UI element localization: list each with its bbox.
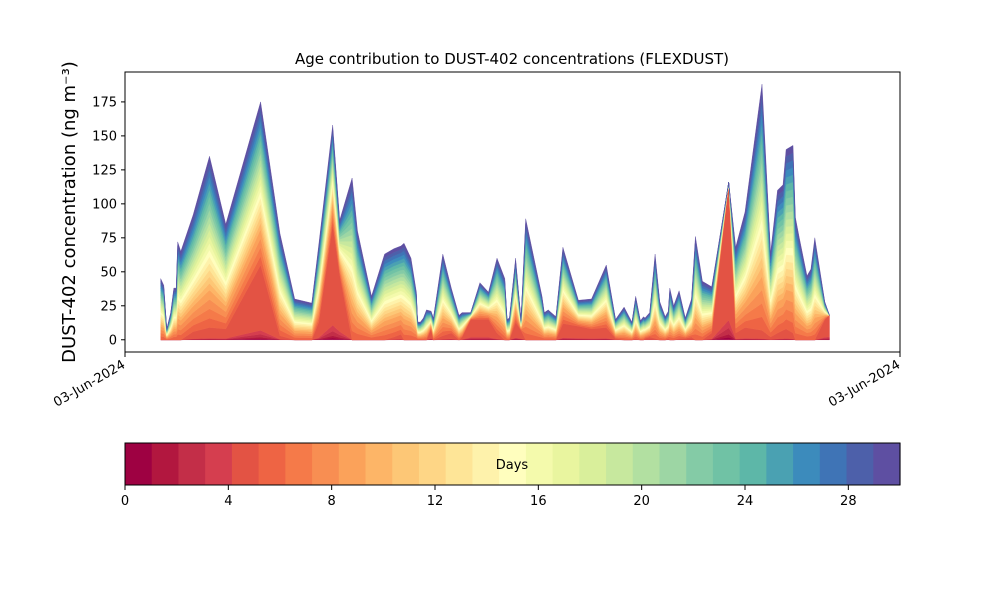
colorbar-frame	[124, 442, 901, 486]
colorbar-swatch	[846, 443, 874, 485]
colorbar-swatch	[686, 443, 714, 485]
colorbar-swatch	[125, 443, 153, 485]
plot-frame	[124, 71, 901, 353]
colorbar-swatch	[552, 443, 580, 485]
colorbar-swatch	[579, 443, 607, 485]
colorbar-swatch	[659, 443, 687, 485]
colorbar-tick-label: 8	[328, 494, 336, 509]
colorbar-swatch	[418, 443, 447, 485]
colorbar-tick-label: 28	[840, 494, 857, 509]
colorbar-swatch	[365, 443, 393, 485]
colorbar-tick-label: 24	[737, 494, 754, 509]
y-tick-label: 75	[100, 231, 117, 246]
colorbar-swatch	[445, 443, 474, 485]
colorbar-swatch	[606, 443, 634, 485]
colorbar-swatch	[312, 443, 340, 485]
x-tick-label: 03-Jun-2024	[51, 357, 128, 410]
y-tick-label: 25	[100, 299, 117, 314]
colorbar-axis: 0 4 8 12 16 20 24 28	[121, 485, 857, 509]
colorbar	[124, 442, 901, 486]
colorbar-tick-label: 4	[224, 494, 232, 509]
colorbar-swatch	[525, 443, 554, 485]
colorbar-tick-label: 0	[121, 494, 129, 509]
y-axis-label: DUST-402 concentration (ng m⁻³)	[59, 61, 80, 363]
colorbar-tick-label: 16	[530, 494, 547, 509]
colorbar-swatch	[819, 443, 848, 485]
colorbar-swatch	[258, 443, 286, 485]
stacked-areas	[160, 84, 830, 341]
y-tick-label: 100	[92, 197, 117, 212]
colorbar-swatch	[712, 443, 741, 485]
chart-title: Age contribution to DUST-402 concentrati…	[295, 50, 729, 68]
y-tick-label: 0	[109, 333, 117, 348]
colorbar-swatch	[205, 443, 233, 485]
age-layer-28	[160, 84, 830, 330]
y-tick-label: 125	[92, 163, 117, 178]
colorbar-swatch	[739, 443, 767, 485]
colorbar-tick-label: 20	[633, 494, 650, 509]
y-tick-label: 150	[92, 129, 117, 144]
colorbar-swatch	[338, 443, 367, 485]
x-tick-label: 03-Jun-2024	[826, 357, 903, 410]
colorbar-swatch	[766, 443, 794, 485]
colorbar-swatch	[392, 443, 420, 485]
colorbar-swatch	[793, 443, 821, 485]
colorbar-swatch	[499, 443, 527, 485]
colorbar-swatch	[151, 443, 180, 485]
colorbar-swatch	[285, 443, 313, 485]
colorbar-tick-label: 12	[427, 494, 444, 509]
colorbar-swatch	[231, 443, 260, 485]
colorbar-swatch	[178, 443, 206, 485]
colorbar-swatch	[873, 443, 901, 485]
y-tick-label: 175	[92, 95, 117, 110]
y-axis: 0 25 50 75 100 125 150 175	[92, 95, 125, 348]
y-tick-label: 50	[100, 265, 117, 280]
colorbar-swatch	[472, 443, 500, 485]
colorbar-label: Days	[496, 458, 529, 473]
colorbar-swatch	[632, 443, 661, 485]
x-axis: 03-Jun-2024 03-Jun-2024	[51, 352, 903, 410]
